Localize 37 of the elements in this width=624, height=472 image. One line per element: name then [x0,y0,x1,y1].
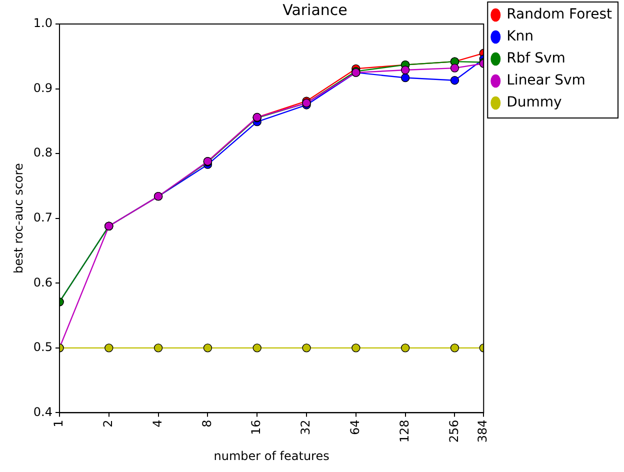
legend-label: Knn [506,28,534,45]
point [450,76,460,85]
y-tick-label: 0.4 [33,404,52,419]
point [203,344,212,352]
legend-label: Linear Svm [506,72,586,89]
x-tick-label: 32 [298,420,313,435]
y-tick-label: 0.8 [33,146,52,160]
x-tick-label: 8 [200,420,214,428]
y-tick-label: 0.6 [33,275,52,290]
x-tick-label: 16 [249,420,264,435]
point [104,344,114,352]
chart-title: Variance [282,0,348,19]
x-tick-label: 2 [101,420,116,428]
point [450,64,460,72]
point [302,344,311,352]
y-tick-label: 0.7 [33,210,52,224]
y-tick-label: 0.9 [33,80,52,95]
y-tick-label: 0.5 [33,340,52,354]
point [352,344,360,352]
point [450,344,460,352]
x-tick-label: 384 [476,420,490,443]
point [154,344,163,352]
point [400,66,410,74]
point [400,344,410,352]
x-tick-label: 4 [150,420,164,428]
legend-label: Rbf Svm [506,50,566,67]
x-tick-label: 64 [348,420,362,435]
legend-label: Random Forest [506,6,613,23]
x-axis-title: number of features [214,448,330,463]
legend-label: Dummy [506,94,562,111]
x-tick-label: 256 [446,420,461,443]
y-axis-title: best roc-auc score [11,163,26,274]
point [252,344,262,352]
x-tick-label: 1 [52,420,66,428]
x-tick-label: 128 [397,420,412,443]
y-tick-label: 1.0 [33,16,52,30]
point [400,73,410,82]
